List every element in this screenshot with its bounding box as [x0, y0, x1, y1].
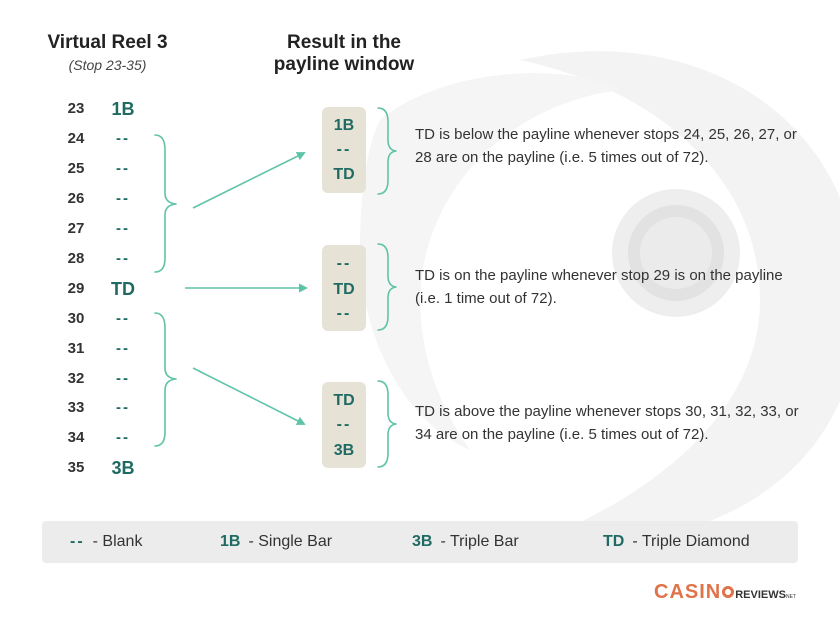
stop-symbol: -- — [116, 190, 130, 207]
window-cell-middle: TD — [333, 281, 355, 298]
stop-number: 35 — [67, 459, 85, 476]
stop-symbol: -- — [116, 130, 130, 147]
stop-number: 29 — [67, 280, 85, 297]
stop-symbol: -- — [116, 340, 130, 357]
arrow-top — [192, 152, 306, 209]
stop-symbol: 3B — [111, 458, 135, 478]
casino-reviews-logo: CASIN REVIEWSNET — [654, 580, 796, 604]
window-title-line2: payline window — [273, 54, 415, 75]
stop-number: 24 — [67, 130, 85, 147]
legend-item-triple-bar: 3B - Triple Bar — [412, 521, 519, 563]
stop-symbol: TD — [111, 279, 135, 299]
stop-symbol: -- — [116, 370, 130, 387]
stop-symbol: -- — [116, 250, 130, 267]
stop-symbol: -- — [116, 220, 130, 237]
stop-symbol: -- — [116, 310, 130, 327]
legend: -- - Blank 1B - Single Bar 3B - Triple Bar … — [42, 521, 798, 563]
legend-label: - Triple Diamond — [632, 533, 750, 550]
stop-number: 32 — [67, 370, 85, 387]
reel-title: Virtual Reel 3 — [47, 32, 168, 53]
stop-number: 33 — [67, 399, 85, 416]
legend-item-single-bar: 1B - Single Bar — [220, 521, 332, 563]
payline-window-result-2: -- TD -- — [322, 245, 366, 331]
logo-net-text: NET — [785, 594, 796, 600]
stop-number: 25 — [67, 160, 85, 177]
stop-number: 28 — [67, 250, 85, 267]
legend-symbol: -- — [70, 533, 85, 550]
result-description-1: TD is below the payline whenever stops 2… — [415, 126, 797, 166]
legend-symbol: TD — [603, 533, 625, 550]
stop-number: 30 — [67, 310, 85, 327]
window-cell-middle: -- — [336, 141, 352, 158]
legend-item-blank: -- - Blank — [70, 521, 142, 563]
stop-symbol: 1B — [111, 99, 135, 119]
payline-window-result-1: 1B -- TD — [322, 107, 366, 193]
window-cell-middle: -- — [336, 416, 352, 433]
reel-subtitle: (Stop 23-35) — [68, 57, 147, 73]
stop-number: 34 — [67, 429, 85, 446]
window-brace-bottom — [377, 380, 397, 468]
legend-item-triple-diamond: TD - Triple Diamond — [603, 521, 750, 563]
stop-symbol: -- — [116, 399, 130, 416]
legend-label: - Triple Bar — [440, 533, 519, 550]
legend-symbol: 1B — [220, 533, 241, 550]
window-title-line1: Result in the — [286, 32, 401, 53]
stop-symbol: -- — [116, 429, 130, 446]
logo-casino-text: CASIN — [654, 581, 722, 603]
stop-number: 31 — [67, 340, 85, 357]
result-description-2: TD is on the payline whenever stop 29 is… — [415, 267, 783, 307]
window-cell-top: TD — [333, 392, 355, 409]
window-cell-bottom: TD — [333, 166, 355, 183]
poker-chip-icon — [722, 585, 735, 598]
legend-label: - Blank — [92, 533, 143, 550]
stop-number: 26 — [67, 190, 85, 207]
stop-symbol: -- — [116, 160, 130, 177]
logo-reviews-text: REVIEWS — [735, 589, 786, 601]
stop-number: 23 — [67, 100, 85, 117]
stop-number: 27 — [67, 220, 85, 237]
window-brace-top — [377, 107, 397, 195]
reel-brace-bottom — [154, 312, 177, 447]
result-description-3: TD is above the payline whenever stops 3… — [415, 403, 799, 443]
window-brace-middle — [377, 243, 397, 331]
legend-symbol: 3B — [412, 533, 433, 550]
window-cell-bottom: -- — [336, 305, 352, 322]
reel-brace-top — [154, 134, 177, 273]
arrow-bottom — [192, 367, 306, 425]
window-cell-top: 1B — [333, 117, 355, 134]
legend-label: - Single Bar — [248, 533, 333, 550]
payline-window-result-3: TD -- 3B — [322, 382, 366, 468]
window-cell-top: -- — [336, 255, 352, 272]
window-cell-bottom: 3B — [333, 442, 355, 459]
